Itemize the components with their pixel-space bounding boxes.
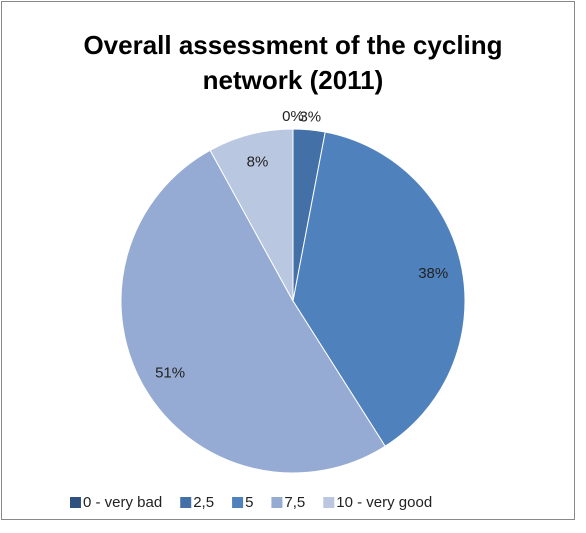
legend-swatch [271, 497, 283, 508]
legend-label: 10 - very good [336, 494, 432, 511]
legend-swatch [180, 497, 192, 508]
data-label: 8% [247, 154, 269, 171]
pie-slice [209, 128, 294, 302]
legend-label: 5 [245, 494, 253, 511]
legend-swatch [70, 497, 81, 508]
data-label: 0% [282, 108, 304, 125]
chart-title: Overall assessment of the cycling networ… [83, 30, 503, 95]
legend-swatch [232, 497, 244, 508]
chart-frame [1, 1, 575, 520]
pie-slice [292, 131, 466, 447]
legend-label: 7,5 [284, 494, 305, 511]
legend-label: 0 - very bad [83, 494, 162, 511]
pie-slice [120, 149, 386, 474]
data-label: 3% [299, 109, 321, 126]
data-label: 51% [155, 365, 185, 382]
data-label: 38% [418, 265, 448, 282]
legend-swatch [323, 497, 335, 508]
legend-label: 2,5 [193, 494, 214, 511]
